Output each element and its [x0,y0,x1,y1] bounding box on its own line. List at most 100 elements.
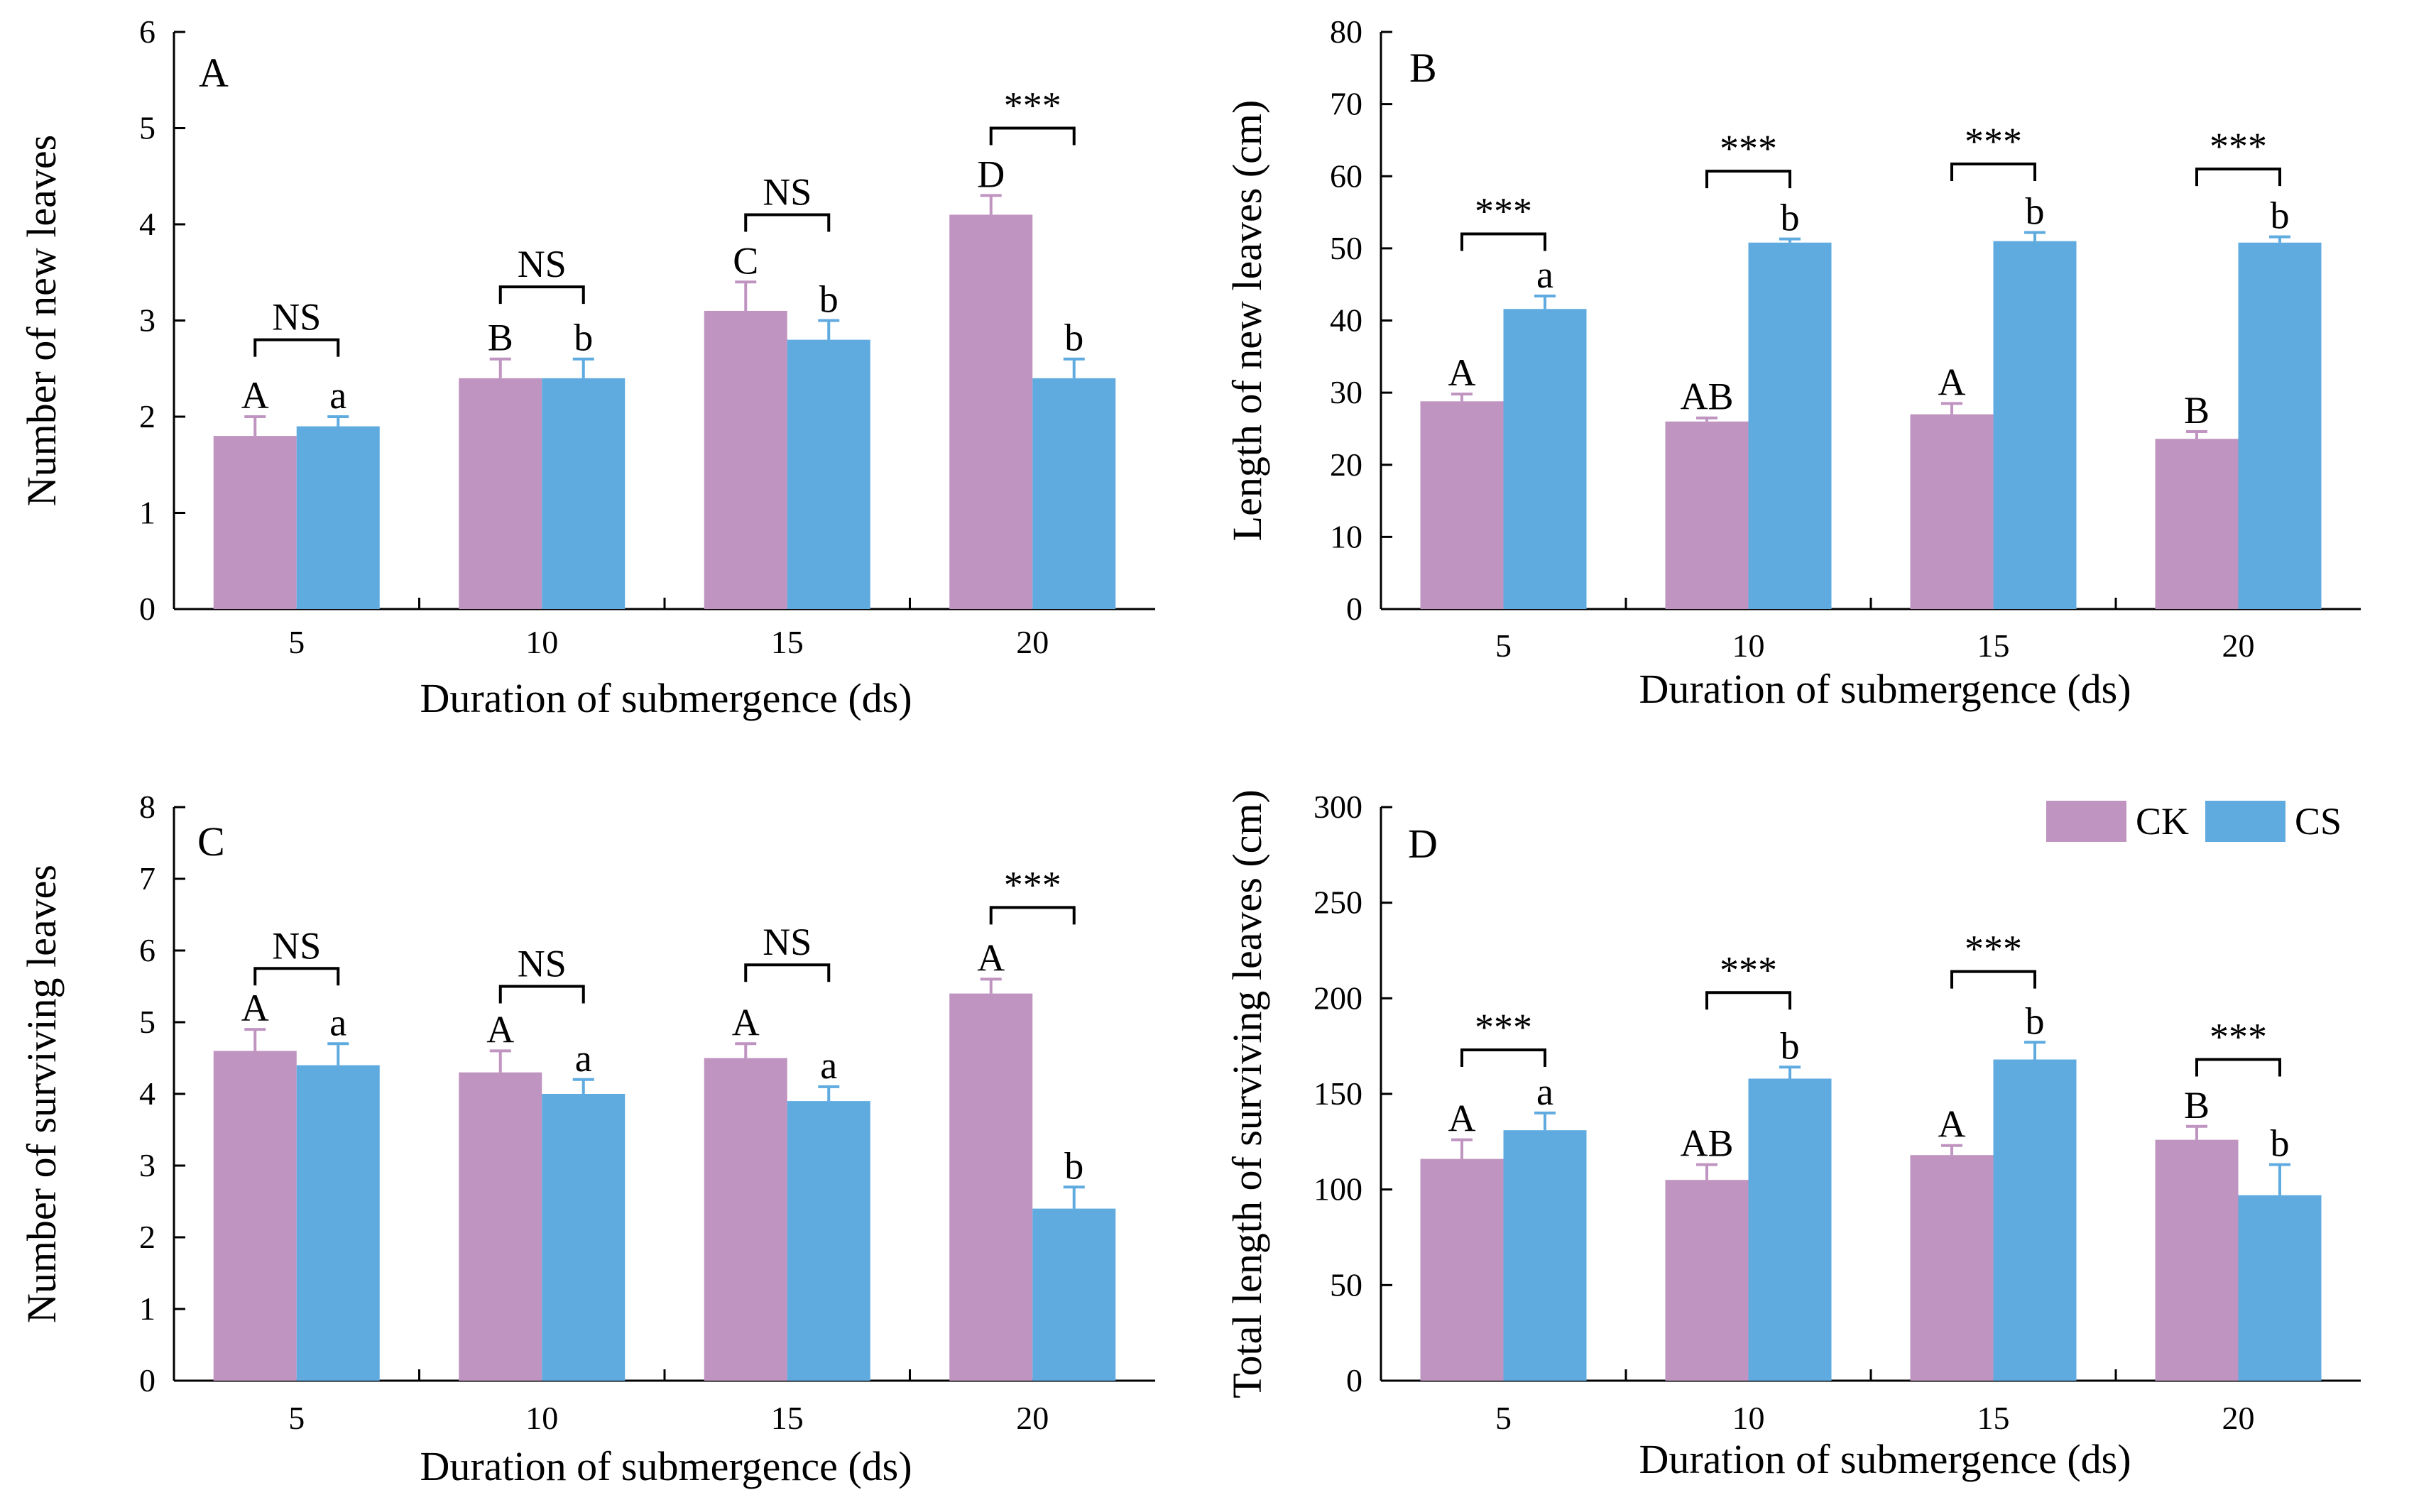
x-tick-label: 15 [1977,1400,2010,1436]
y-axis-title: Length of new leaves (cm) [1224,100,1270,542]
y-tick-label: 30 [1330,374,1362,410]
x-tick-label: 5 [288,624,305,660]
y-tick-label: 80 [1330,13,1362,50]
letter-ck-15: A [732,1001,760,1043]
legend-label-ck: CK [2136,800,2189,843]
y-tick-label: 5 [139,110,155,146]
significance-bracket-20 [989,126,1076,146]
bar-cs-5 [1503,309,1587,609]
bar-ck-15 [1910,414,1994,609]
significance-label-10: *** [1720,948,1777,991]
y-tick-label: 3 [139,1147,155,1183]
letter-cs-5: a [329,374,346,417]
y-tick-label: 40 [1330,302,1362,339]
bar-cs-20 [2238,242,2322,609]
significance-label-5: *** [1475,190,1532,233]
letter-ck-10: AB [1680,1122,1733,1165]
panel-letter: B [1409,45,1437,91]
significance-bracket-10 [1705,991,1791,1010]
significance-label-10: NS [518,243,567,285]
letter-ck-5: A [1448,351,1476,394]
significance-label-10: NS [518,943,567,985]
significance-label-5: NS [272,296,321,339]
panel-letter: D [1408,821,1438,867]
bar-ck-20 [949,993,1033,1381]
letter-cs-5: a [1536,1070,1553,1113]
y-tick-label: 1 [139,495,155,531]
significance-label-10: *** [1720,127,1777,170]
letter-ck-5: A [241,374,269,417]
significance-bracket-5 [1460,1048,1546,1068]
significance-bracket-10 [498,285,585,305]
significance-label-15: *** [1965,928,2022,970]
x-tick-label: 20 [2222,628,2255,664]
x-tick-label: 10 [1732,628,1765,664]
letter-ck-20: D [977,153,1005,195]
y-tick-label: 0 [1346,591,1362,627]
y-tick-label: 4 [139,206,155,242]
x-tick-label: 5 [1495,1400,1512,1436]
letter-cs-5: a [329,1001,346,1043]
bar-ck-15 [704,310,787,609]
letter-ck-20: A [977,936,1005,979]
letter-ck-20: B [2184,389,2210,432]
significance-bracket-5 [253,967,340,986]
x-tick-label: 15 [1977,628,2010,664]
bar-ck-5 [213,436,297,609]
bar-ck-10 [1665,1180,1749,1381]
letter-ck-10: AB [1680,376,1733,418]
letter-cs-5: a [1536,253,1553,296]
legend: CK CS [2046,800,2342,843]
bar-cs-15 [1993,241,2077,609]
significance-bracket-20 [989,906,1076,925]
significance-label-15: *** [1965,120,2022,163]
x-tick-label: 10 [525,1400,558,1436]
panel-c-surviving-leaves-count: 0 1 2 3 4 5 6 7 8 5 10 15 20 Duration of submergence … [18,789,1155,1489]
bar-ck-10 [459,1072,542,1381]
significance-bracket-15 [1950,970,2036,989]
letter-cs-15: a [820,1044,837,1087]
legend-swatch-ck [2046,801,2126,842]
panel-d-surviving-leaves-length: 0 50 100 150 200 250 300 5 10 15 20 Duration of sub… [1224,789,2361,1482]
y-tick-label: 6 [139,932,155,968]
y-tick-label: 10 [1330,518,1362,554]
significance-bracket-20 [2195,1058,2281,1077]
bar-cs-10 [1748,242,1832,609]
bar-ck-20 [2155,439,2239,609]
bar-ck-5 [213,1051,297,1381]
y-tick-label: 0 [139,591,155,627]
letter-cs-15: b [2026,190,2045,233]
significance-bracket-10 [498,985,585,1004]
y-tick-label: 4 [139,1075,155,1112]
y-tick-label: 50 [1330,1266,1362,1303]
y-tick-label: 100 [1314,1171,1362,1207]
significance-bracket-15 [744,213,831,232]
y-tick-label: 50 [1330,230,1362,266]
significance-bracket-10 [1705,170,1791,189]
y-tick-label: 3 [139,302,155,339]
significance-bracket-20 [2195,168,2281,187]
letter-cs-20: b [1064,317,1083,359]
bar-cs-10 [542,378,626,609]
significance-bracket-5 [253,338,340,357]
letter-cs-15: b [2026,999,2045,1042]
y-tick-label: 60 [1330,158,1362,194]
x-axis-title: Duration of submergence (ds) [1639,1436,2131,1482]
letter-cs-20: b [2271,1122,2290,1165]
letter-cs-10: b [1781,197,1800,239]
bar-cs-20 [1032,1208,1116,1381]
legend-swatch-cs [2205,801,2285,842]
y-axis-title: Total length of surviving leaves (cm) [1224,789,1270,1398]
significance-label-20: *** [1004,863,1061,906]
y-tick-label: 20 [1330,447,1362,483]
x-axis-title: Duration of submergence (ds) [420,1443,912,1489]
letter-ck-10: A [486,1008,514,1051]
significance-label-20: *** [1004,84,1061,127]
bar-ck-10 [1665,421,1749,609]
letter-cs-20: b [2271,195,2290,237]
letter-ck-10: B [488,317,513,359]
letter-ck-15: A [1938,361,1966,403]
x-axis-title: Duration of submergence (ds) [420,675,912,721]
bar-ck-5 [1420,1158,1504,1381]
y-tick-label: 7 [139,860,155,897]
